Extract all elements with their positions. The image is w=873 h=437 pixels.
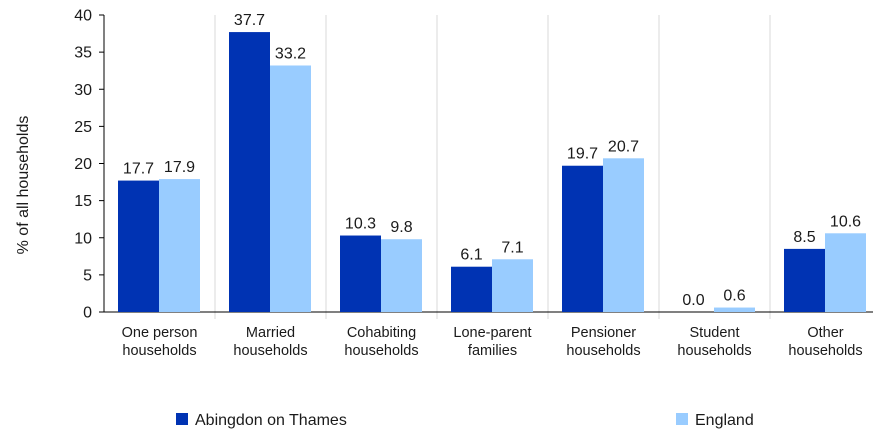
y-tick-label: 35 <box>74 45 92 62</box>
bar-england <box>159 179 200 312</box>
value-label: 17.9 <box>164 159 195 176</box>
value-label: 33.2 <box>275 45 306 62</box>
bar-abingdon <box>118 180 159 312</box>
bar-england <box>714 307 755 312</box>
bar-abingdon <box>340 235 381 312</box>
y-axis-title: % of all households <box>15 116 32 255</box>
bar-abingdon <box>784 248 825 312</box>
category-label: households <box>344 343 418 359</box>
y-tick-label: 30 <box>74 82 92 99</box>
category-label: families <box>468 343 517 359</box>
legend-swatch <box>676 413 688 425</box>
y-tick-label: 15 <box>74 193 92 210</box>
category-label: Pensioner <box>571 325 636 341</box>
bar-england <box>825 233 866 312</box>
value-label: 10.6 <box>830 213 861 230</box>
value-label: 0.0 <box>682 292 704 309</box>
bar-abingdon <box>229 32 270 312</box>
category-label: Married <box>246 325 295 341</box>
bar-abingdon <box>562 165 603 312</box>
bar-abingdon <box>451 266 492 312</box>
legend-swatch <box>176 413 188 425</box>
value-label: 6.1 <box>460 247 482 264</box>
category-label: One person <box>122 325 198 341</box>
y-tick-label: 10 <box>74 230 92 247</box>
y-tick-label: 5 <box>83 267 92 284</box>
value-label: 37.7 <box>234 12 265 29</box>
legend-label: England <box>695 412 754 429</box>
value-label: 19.7 <box>567 146 598 163</box>
value-label: 17.7 <box>123 161 154 178</box>
value-label: 7.1 <box>501 239 523 256</box>
value-label: 0.6 <box>723 288 745 305</box>
category-label: households <box>677 343 751 359</box>
category-label: households <box>122 343 196 359</box>
y-tick-label: 40 <box>74 8 92 25</box>
y-tick-label: 25 <box>74 119 92 136</box>
bar-england <box>381 239 422 312</box>
bar-england <box>492 259 533 312</box>
value-label: 20.7 <box>608 138 639 155</box>
value-label: 9.8 <box>390 219 412 236</box>
category-label: Student <box>690 325 740 341</box>
value-label: 8.5 <box>793 229 815 246</box>
category-label: households <box>233 343 307 359</box>
value-label: 10.3 <box>345 216 376 233</box>
category-label: Lone-parent <box>453 325 531 341</box>
legend-label: Abingdon on Thames <box>195 412 347 429</box>
y-tick-label: 0 <box>83 305 92 322</box>
category-label: households <box>566 343 640 359</box>
category-label: households <box>788 343 862 359</box>
bar-england <box>270 65 311 313</box>
category-label: Other <box>807 325 843 341</box>
category-label: Cohabiting <box>347 325 416 341</box>
bar-england <box>603 158 644 312</box>
y-tick-label: 20 <box>74 156 92 173</box>
